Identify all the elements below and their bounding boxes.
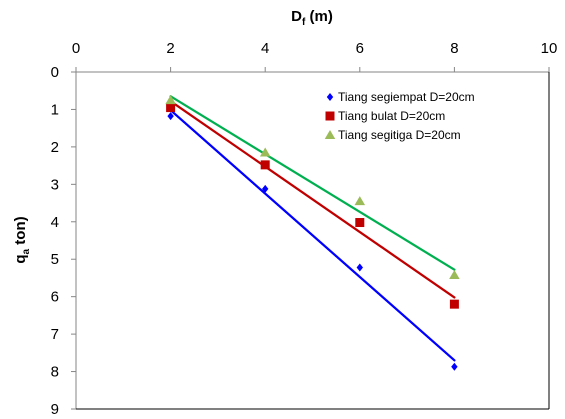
data-point-series-1 (355, 218, 365, 228)
trendline-series-2 (169, 95, 456, 271)
trendlines (169, 95, 456, 362)
y-tick-label: 7 (51, 326, 59, 343)
data-point-series-0 (451, 362, 458, 371)
data-point-series-1 (166, 103, 176, 113)
legend-marker-1 (325, 111, 335, 121)
data-point-series-2 (259, 147, 271, 157)
data-point-series-0 (356, 263, 363, 272)
y-tick-label: 3 (51, 176, 59, 193)
y-axis-title: qa ton) (12, 216, 32, 263)
data-points (165, 95, 460, 371)
axes: 0 2 4 6 8 10 0 1 2 3 4 5 6 7 8 9 (51, 40, 558, 418)
trendline-series-1 (169, 100, 456, 299)
legend-label-1: Tiang bulat D=20cm (338, 109, 445, 123)
y-tick-label: 9 (51, 401, 59, 418)
y-tick-label: 8 (51, 364, 59, 381)
legend-marker-0 (326, 93, 334, 101)
legend-label-0: Tiang segiempat D=20cm (338, 90, 475, 104)
legend-marker-2 (324, 130, 336, 139)
y-tick-label: 0 (51, 64, 59, 81)
data-point-series-2 (354, 196, 366, 206)
y-tick-label: 4 (51, 214, 59, 231)
data-point-series-2 (449, 269, 460, 279)
x-tick-label: 0 (72, 40, 80, 57)
x-tick-label: 6 (356, 40, 364, 57)
data-point-series-0 (167, 112, 174, 121)
data-point-series-1 (260, 160, 270, 170)
trendline-series-0 (169, 109, 456, 362)
y-tick-label: 1 (51, 101, 59, 118)
data-point-series-0 (262, 184, 269, 193)
y-tick-label: 6 (51, 289, 59, 306)
data-point-series-2 (165, 95, 176, 105)
x-tick-label: 4 (261, 40, 269, 57)
legend-label-2: Tiang segitiga D=20cm (338, 128, 461, 142)
data-point-series-1 (449, 299, 459, 309)
y-tick-label: 5 (51, 251, 59, 268)
x-axis-title: Df (m) (291, 8, 333, 28)
legend: Tiang segiempat D=20cm Tiang bulat D=20cm… (324, 90, 475, 142)
x-tick-label: 2 (166, 40, 174, 57)
x-tick-label: 8 (450, 40, 458, 57)
x-tick-label: 10 (541, 40, 558, 57)
y-tick-label: 2 (51, 139, 59, 156)
